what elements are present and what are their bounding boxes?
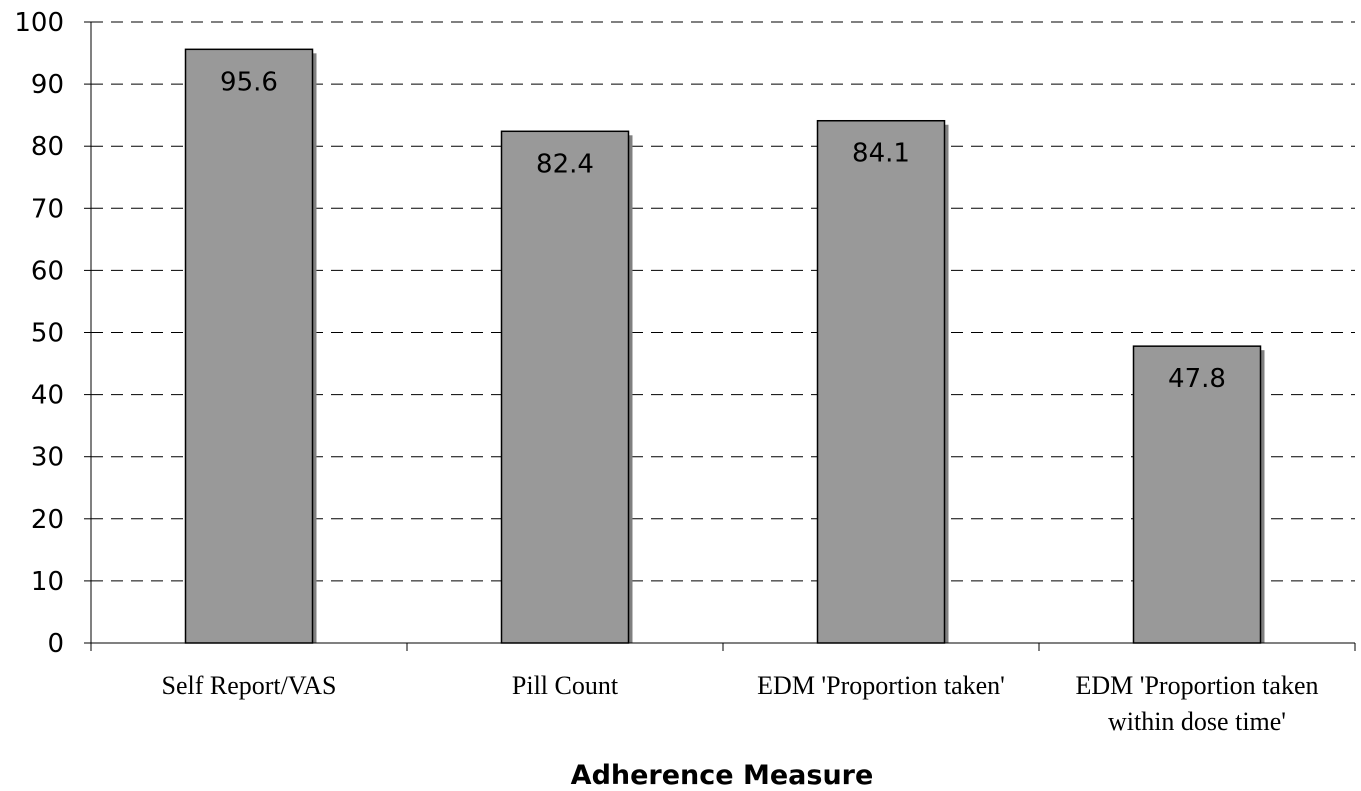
bar: [816, 119, 946, 644]
y-tick-label: 70: [31, 194, 64, 224]
x-tick-labels: Self Report/VAS Pill Count EDM 'Proportion…: [161, 671, 1318, 736]
data-label: 84.1: [852, 139, 910, 169]
y-tick-label: 100: [14, 8, 64, 38]
x-tick-label-line: EDM 'Proportion taken': [757, 671, 1005, 700]
bar: [500, 130, 630, 644]
data-label: 47.8: [1168, 364, 1226, 394]
bar-shadows: [189, 53, 1265, 644]
data-labels: 95.6 82.4 84.1 47.8: [220, 67, 1226, 394]
y-tick-label: 0: [47, 629, 64, 659]
bars: [184, 48, 1262, 644]
x-tick-label: Self Report/VAS: [161, 671, 336, 700]
data-label: 82.4: [536, 149, 594, 179]
x-axis-label: Adherence Measure: [571, 760, 874, 791]
bar: [184, 48, 314, 644]
y-tick-label: 90: [31, 70, 64, 100]
y-tick-label: 10: [31, 567, 64, 597]
x-tick-label-line: Pill Count: [512, 671, 619, 700]
axes: [84, 21, 1356, 651]
y-tick-label: 60: [31, 256, 64, 286]
y-tick-label: 20: [31, 505, 64, 535]
x-tick-label: EDM 'Proportion taken': [757, 671, 1005, 700]
y-tick-label: 50: [31, 319, 64, 349]
y-tick-label: 80: [31, 132, 64, 162]
x-tick-label: Pill Count: [512, 671, 619, 700]
y-tick-labels: 0 10 20 30 40 50 60 70 80 90 100: [14, 8, 64, 659]
data-label: 95.6: [220, 67, 278, 97]
y-tick-label: 40: [31, 381, 64, 411]
x-tick-label-line: EDM 'Proportion taken: [1076, 671, 1319, 700]
x-tick-label-line: within dose time': [1108, 707, 1286, 736]
x-tick-label-line: Self Report/VAS: [161, 671, 336, 700]
y-tick-label: 30: [31, 443, 64, 473]
x-tick-label: EDM 'Proportion taken within dose time': [1076, 671, 1319, 736]
